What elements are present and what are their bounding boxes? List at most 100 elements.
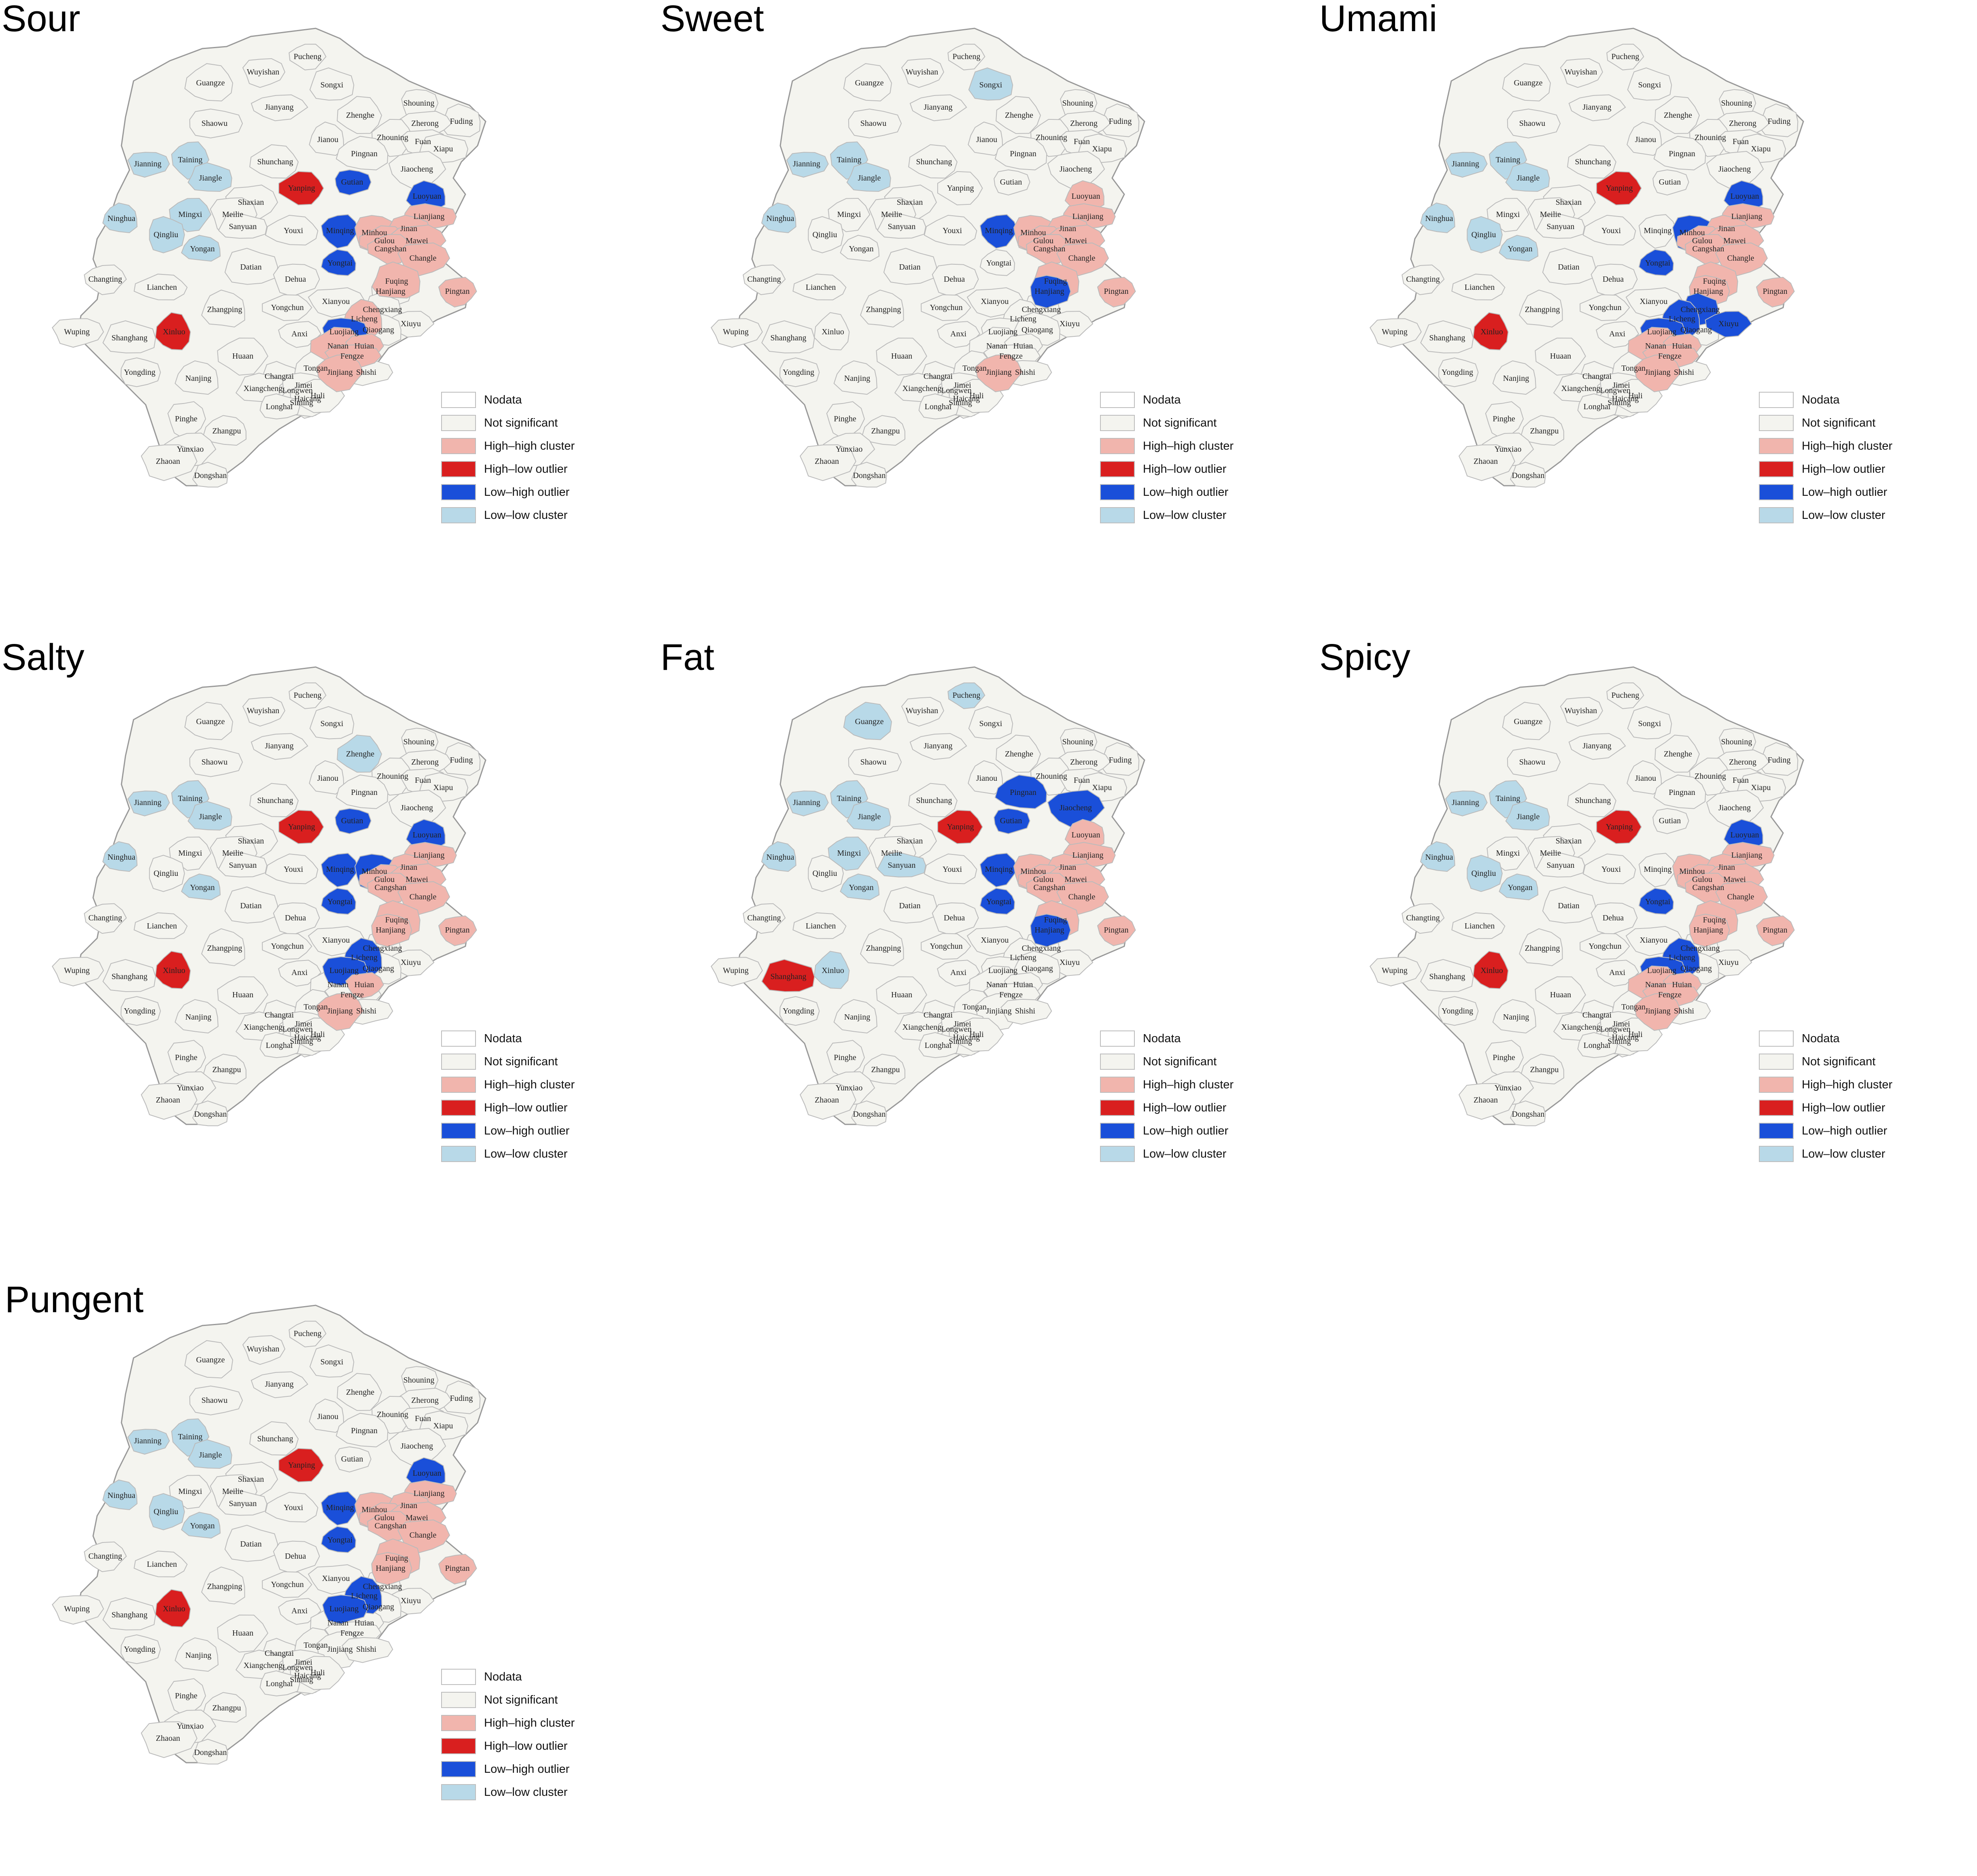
county-qingliu-region — [149, 216, 185, 253]
county-label: Yongan — [190, 883, 214, 892]
county-label: Xiapu — [1092, 783, 1112, 792]
county-label: Shanghang — [771, 972, 807, 981]
county-pingtan-region — [1097, 915, 1136, 946]
county-label: Fuqing — [385, 277, 408, 286]
county-label: Qiaogang — [1680, 325, 1712, 334]
county-label: Shishi — [356, 368, 376, 377]
county-label: Minqing — [1644, 865, 1672, 874]
county-label: Nanan — [1645, 980, 1666, 989]
county-label: Longwen — [282, 1663, 313, 1672]
county-label: Licheng — [1010, 953, 1036, 962]
county-label: Huian — [355, 1619, 374, 1627]
county-guangze-region — [843, 702, 892, 740]
county-label: Changle — [410, 892, 437, 901]
county-label: Yanping — [1606, 184, 1633, 193]
county-nanjing-region — [1492, 360, 1536, 395]
county-label: Jiaocheng — [1718, 803, 1751, 812]
county-label: Haicang — [953, 1033, 980, 1042]
county-wuping-region — [52, 318, 104, 348]
county-label: Shanghang — [1429, 334, 1465, 342]
county-label: Xianyou — [322, 297, 350, 306]
county-label: Fuding — [1768, 756, 1791, 765]
legend-swatch — [1100, 392, 1135, 408]
legend-label: Not significant — [1143, 416, 1217, 429]
county-label: Datian — [1558, 901, 1579, 910]
county-label: Jiaocheng — [401, 803, 433, 812]
county-yongan-region — [840, 873, 880, 901]
county-label: Meilie — [1540, 849, 1561, 858]
legend-label: High–low outlier — [1143, 463, 1227, 476]
county-label: Xiuyu — [1060, 319, 1080, 328]
county-longhai-region — [259, 1670, 300, 1697]
county-shanghang-region — [102, 320, 156, 354]
county-changting-region — [1402, 903, 1445, 934]
county-label: Mingxi — [178, 210, 202, 219]
county-jianning-region — [1445, 152, 1488, 178]
county-yongan-region — [181, 235, 221, 262]
county-shunchang-region — [249, 783, 299, 818]
county-hanjiang-region — [1689, 914, 1730, 947]
county-datian-region — [224, 248, 278, 285]
county-label: Fuding — [450, 756, 473, 765]
county-label: Fuding — [450, 117, 473, 126]
county-label: Mawei — [406, 236, 428, 245]
county-label: Changle — [1727, 254, 1754, 263]
legend-label: Nodata — [484, 1032, 522, 1045]
county-label: Siming — [1608, 1037, 1631, 1046]
county-hanjiang-region — [371, 914, 412, 947]
legend-swatch — [1759, 1054, 1794, 1070]
county-pingtan-region — [1756, 276, 1795, 308]
county-label: Yongchun — [271, 942, 304, 951]
county-label: Dongshan — [853, 471, 886, 480]
county-label: Fuan — [415, 776, 431, 785]
county-label: Wuping — [723, 966, 749, 975]
county-label: Changle — [1068, 892, 1096, 901]
county-songxi-region — [1627, 706, 1672, 739]
county-label: Sanyuan — [888, 222, 916, 231]
county-label: Shaowu — [202, 758, 227, 767]
map-panel-fat: Fat Pucheng Wuyishan Songxi Guangze Jianyang… — [659, 639, 1318, 1238]
county-label: Xiapu — [1092, 144, 1112, 153]
legend-swatch — [441, 1669, 476, 1685]
county-jianou-region — [309, 1398, 344, 1433]
county-sanyuan-region — [877, 213, 926, 239]
county-gutian-region — [994, 169, 1030, 195]
county-zhangping-region — [1519, 289, 1563, 328]
county-yanping-region — [1596, 171, 1642, 206]
county-guangze-region — [184, 702, 234, 740]
county-label: Xiangcheng — [244, 384, 283, 393]
county-label: Yunxiao — [1495, 445, 1522, 454]
county-jianyang-region — [251, 1371, 308, 1398]
county-label: Pingnan — [1669, 788, 1695, 797]
county-label: Songxi — [321, 719, 344, 728]
county-label: Zhaoan — [156, 1096, 180, 1105]
county-label: Xinluo — [163, 327, 185, 336]
county-sanyuan-region — [1535, 213, 1585, 239]
county-label: Jinan — [1718, 863, 1735, 872]
county-wuyishan-region — [901, 697, 945, 727]
county-label: Wuping — [1382, 327, 1408, 336]
county-label: Wuping — [64, 327, 90, 336]
county-dongshan-region — [192, 462, 228, 488]
county-label: Pucheng — [1612, 52, 1639, 61]
county-label: Anxi — [1609, 329, 1625, 338]
county-label: Yunxiao — [1495, 1084, 1522, 1092]
county-label: Jinjiang — [1645, 1007, 1670, 1016]
legend-swatch — [1100, 1030, 1135, 1047]
county-zhangping-region — [1519, 928, 1563, 967]
legend-label: Nodata — [484, 393, 522, 406]
choropleth-map: Pucheng Wuyishan Songxi Guangze Jianyang Shou… — [711, 28, 1145, 488]
legend-swatch — [1100, 1123, 1135, 1139]
county-wuyishan-region — [242, 1335, 286, 1365]
county-jiangle-region — [187, 1439, 232, 1469]
county-label: Gutian — [1000, 178, 1022, 187]
county-label: Shaxian — [897, 198, 923, 207]
county-huli-region — [949, 1018, 1004, 1052]
county-label: Xiuyu — [401, 958, 421, 967]
county-label: Lianjiang — [1072, 212, 1104, 221]
county-label: Wuyishan — [906, 68, 938, 76]
county-label: Xinluo — [1480, 966, 1503, 975]
county-shunchang-region — [1567, 144, 1616, 179]
county-label: Chengxiang — [1681, 944, 1720, 953]
county-label: Longhai — [266, 1679, 293, 1688]
